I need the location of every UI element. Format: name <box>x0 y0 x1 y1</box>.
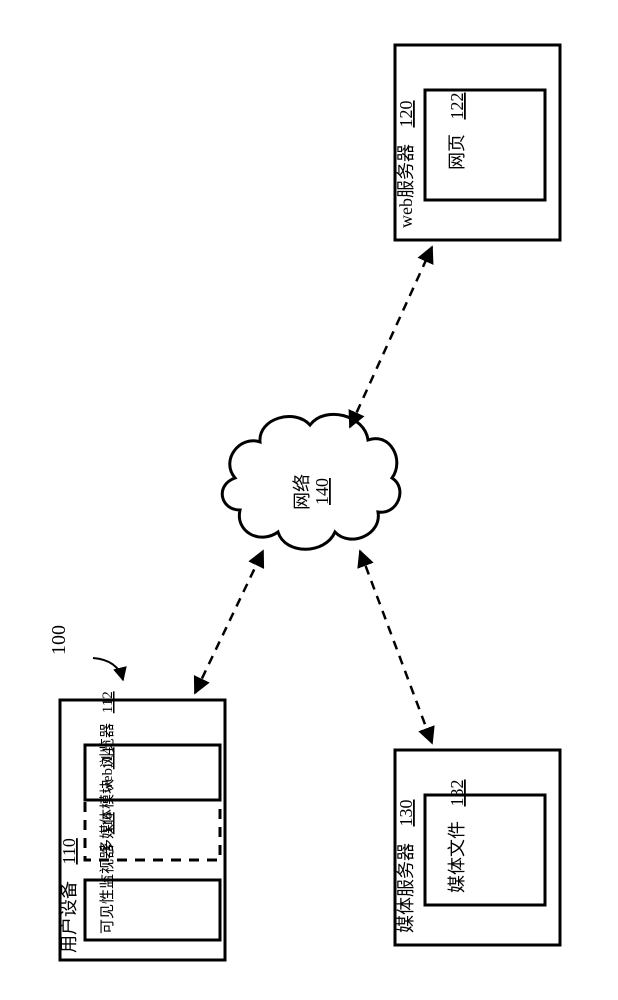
svg-text:网页 122: 网页 122 <box>447 93 467 171</box>
media-file-num: 132 <box>447 780 467 807</box>
figure-svg: 100 用户设备 110 web浏览器 112 多媒体模块 114 <box>0 0 618 1000</box>
svg-text:媒体服务器 130: 媒体服务器 130 <box>396 800 416 934</box>
network-cloud: 网络 140 <box>222 414 400 549</box>
svg-text:网络: 网络 <box>292 474 312 510</box>
visibility-monitor-label: 可见性监视器 <box>99 844 116 934</box>
web-server-title: web服务器 <box>396 144 416 228</box>
figure-number-100: 100 <box>48 625 123 680</box>
media-server-title: 媒体服务器 <box>396 843 416 933</box>
svg-text:媒体文件 132: 媒体文件 132 <box>447 780 467 894</box>
edge-network-mediaserver <box>360 551 432 743</box>
svg-text:web服务器 120: web服务器 120 <box>396 101 416 229</box>
webpage-num: 122 <box>447 93 467 120</box>
visibility-monitor-box: 可见性监视器 116 <box>85 812 220 940</box>
network-label: 网络 <box>292 474 312 510</box>
media-file-label: 媒体文件 <box>447 821 467 893</box>
media-file-box: 媒体文件 132 <box>425 780 545 906</box>
label-100: 100 <box>48 625 70 655</box>
svg-text:可见性监视器 116: 可见性监视器 116 <box>99 812 116 934</box>
user-device-box: 用户设备 110 web浏览器 112 多媒体模块 114 可见性监视器 116 <box>59 691 225 960</box>
network-num: 140 <box>312 478 332 505</box>
visibility-monitor-num: 116 <box>100 812 116 834</box>
web-server-box: web服务器 120 网页 122 <box>395 45 560 240</box>
media-server-num: 130 <box>396 800 416 827</box>
web-server-num: 120 <box>396 101 416 128</box>
webpage-box: 网页 122 <box>425 90 545 200</box>
web-browser-num: 112 <box>100 691 116 713</box>
arrow-100 <box>93 658 123 680</box>
media-server-box: 媒体服务器 130 媒体文件 132 <box>395 750 560 945</box>
multimedia-module-num: 114 <box>100 747 116 769</box>
user-device-num: 110 <box>59 838 79 864</box>
edge-network-webserver <box>350 247 432 427</box>
svg-text:用户设备 110: 用户设备 110 <box>59 838 79 953</box>
edge-user-network <box>195 551 263 693</box>
user-device-title: 用户设备 <box>59 881 79 953</box>
svg-text:多媒体模块 114: 多媒体模块 114 <box>99 747 116 854</box>
webpage-label: 网页 <box>447 134 467 170</box>
